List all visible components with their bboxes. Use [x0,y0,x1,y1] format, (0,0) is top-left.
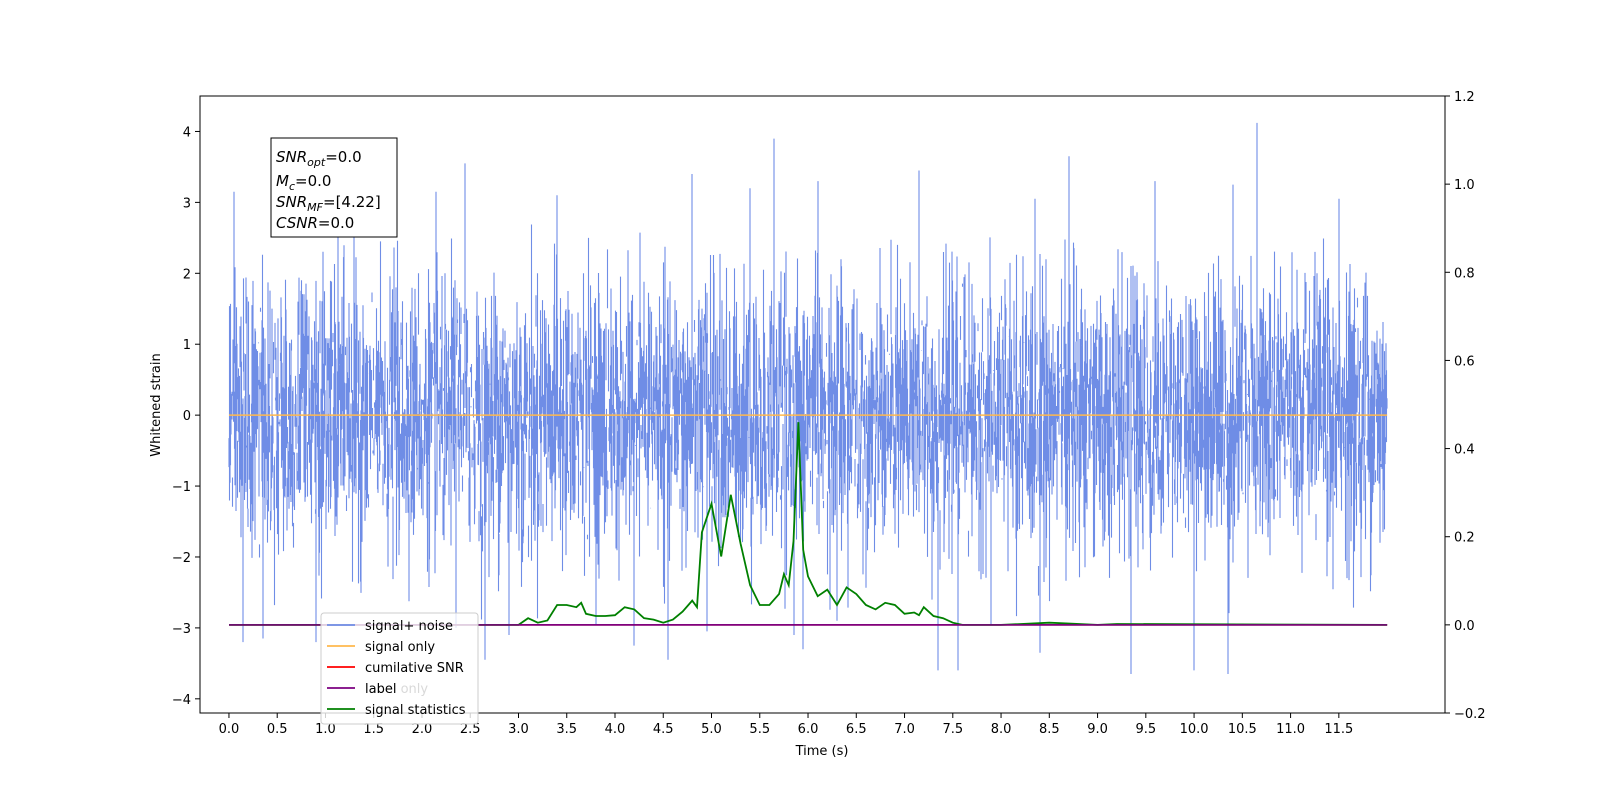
annotation-line-mc: Mc=0.0 [276,172,331,193]
x-tick-label: 10.5 [1228,722,1257,737]
legend-label: signal statistics [365,703,466,718]
y-left-tick-label: 4 [183,125,191,140]
legend-label: label [365,682,396,697]
x-tick-label: 3.5 [556,722,577,737]
axes-frame [199,95,1446,714]
x-tick-label: 8.5 [1039,722,1060,737]
x-tick-label: 11.0 [1276,722,1305,737]
snr-annotation-box: SNRopt=0.0 Mc=0.0 SNRMF=[4.22] CSNR=0.0 [270,137,398,238]
y-axis-label: Whitened strain [149,353,164,456]
x-axis-label: Time (s) [795,744,849,759]
y-right-tick-label: 0.4 [1454,443,1475,458]
y-left-tick-label: −2 [172,551,191,566]
y-left-tick-label: 2 [183,267,191,282]
y-right-tick-label: 1.2 [1454,90,1475,105]
x-tick-label: 2.0 [412,722,433,737]
y-axis-right: −0.2 0.0 0.2 0.4 0.6 0.8 1.0 1.2 [1445,90,1486,722]
y-right-tick-label: −0.2 [1454,707,1486,722]
x-tick-label: 7.5 [942,722,963,737]
annotation-line-csnr: CSNR=0.0 [276,214,354,232]
annotation-frame [270,137,398,238]
y-left-tick-label: 0 [183,409,191,424]
legend-label: signal+ noise [365,619,453,634]
x-tick-label: 1.5 [363,722,384,737]
y-right-tick-label: 0.8 [1454,266,1475,281]
y-left-tick-label: −4 [172,693,191,708]
x-tick-label: 7.0 [894,722,915,737]
y-left-tick-label: 1 [183,338,191,353]
annotation-line-snr-opt: SNRopt=0.0 [276,148,362,169]
x-tick-label: 5.5 [749,722,770,737]
x-tick-label: 8.0 [991,722,1012,737]
y-right-tick-label: 0.6 [1454,354,1475,369]
x-tick-label: 2.5 [460,722,481,737]
x-tick-label: 0.0 [219,722,240,737]
x-tick-label: 4.5 [653,722,674,737]
legend-label: cumilative SNR [365,661,464,676]
y-right-tick-label: 0.2 [1454,531,1475,546]
x-tick-label: 5.0 [701,722,722,737]
x-tick-label: 9.0 [1087,722,1108,737]
series-signal-plus-noise [228,122,1388,674]
legend-label: signal only [365,640,435,655]
y-axis-left: −4 −3 −2 −1 0 1 2 3 4 [172,125,200,708]
x-tick-label: 3.0 [508,722,529,737]
y-right-tick-label: 1.0 [1454,178,1475,193]
x-tick-label: 1.0 [315,722,336,737]
x-tick-label: 6.5 [846,722,867,737]
x-tick-label: 6.0 [798,722,819,737]
x-axis: 0.0 0.5 1.0 1.5 2.0 2.5 3.0 3.5 4.0 4.5 5.0 5.5 6.0 6… [219,713,1353,737]
legend: signal+ noise signal only cumilative SNR si… [320,612,479,725]
legend-hidden-label: label only [365,682,428,697]
legend-frame [320,612,479,725]
annotation-line-snr-mf: SNRMF=[4.22] [276,193,381,214]
x-tick-label: 0.5 [267,722,288,737]
x-tick-label: 10.0 [1180,722,1209,737]
x-tick-label: 4.0 [605,722,626,737]
series-signal-statistics [229,422,1388,626]
x-tick-label: 9.5 [1135,722,1156,737]
x-tick-label: 11.5 [1324,722,1353,737]
y-left-tick-label: 3 [183,196,191,211]
y-right-tick-label: 0.0 [1454,619,1475,634]
y-left-tick-label: −1 [172,480,191,495]
y-left-tick-label: −3 [172,622,191,637]
